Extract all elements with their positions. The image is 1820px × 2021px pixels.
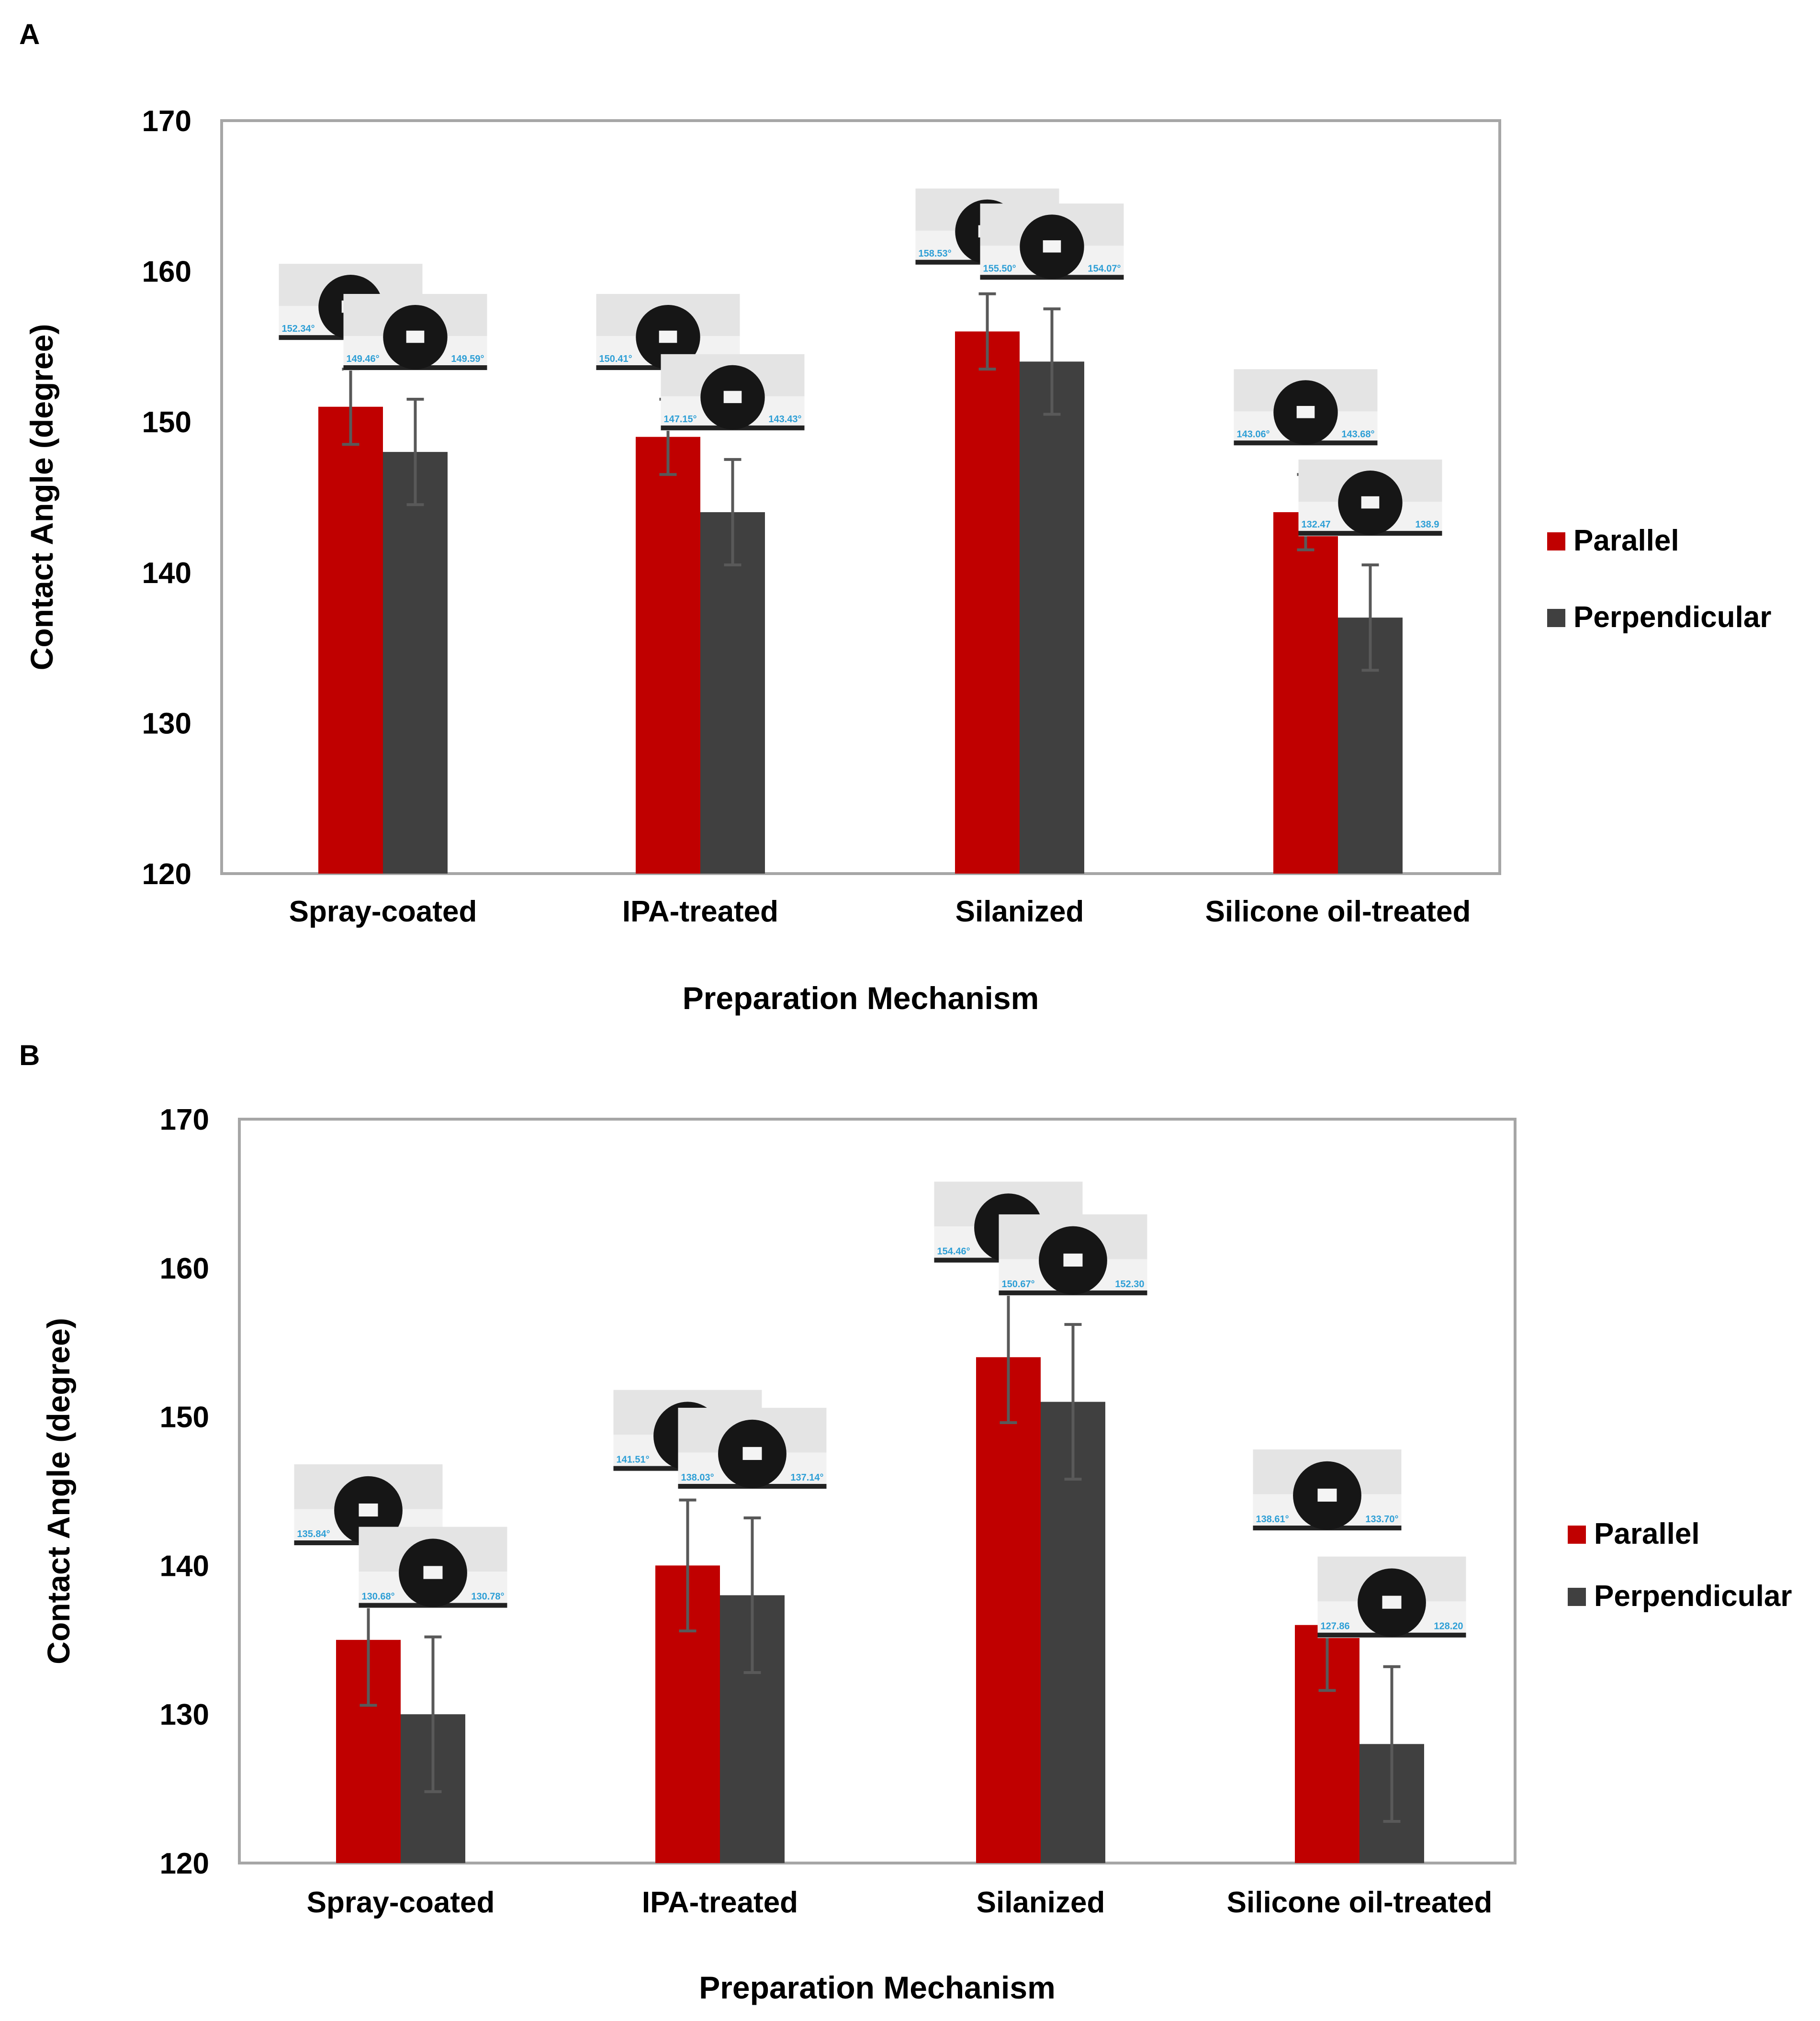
- y-tick-label: 120: [160, 1847, 209, 1880]
- droplet-left-angle: 135.84°: [297, 1529, 330, 1539]
- bar-parallel-2: [976, 1357, 1041, 1863]
- droplet-right-angle: 128.20: [1434, 1621, 1463, 1632]
- bar-perpendicular-0: [383, 452, 448, 874]
- y-tick-label: 140: [160, 1549, 209, 1583]
- droplet-image: 138.61° 133.70°: [1253, 1449, 1402, 1531]
- droplet-image: 127.86 128.20: [1317, 1556, 1466, 1638]
- droplet-left-angle: 150.41°: [599, 354, 632, 364]
- y-tick-label: 120: [142, 858, 191, 891]
- y-tick-label: 170: [142, 105, 191, 138]
- droplet-left-angle: 152.34°: [282, 324, 315, 334]
- panel-a: A 120 130 140 150 160 170 Contact Angle (degre…: [19, 18, 1771, 1016]
- droplet-highlight: [1382, 1595, 1402, 1609]
- droplet-highlight: [659, 330, 677, 343]
- droplet-left-angle: 147.15°: [664, 414, 697, 425]
- droplet-image: 130.68° 130.78°: [359, 1527, 507, 1608]
- droplet-left-angle: 149.46°: [347, 354, 380, 364]
- bar-parallel-2: [955, 331, 1020, 874]
- bar-parallel-3: [1273, 512, 1338, 874]
- bar-parallel-0: [318, 406, 383, 874]
- droplet-left-angle: 150.67°: [1002, 1279, 1035, 1290]
- y-axis-label: Contact Angle (degree): [24, 324, 59, 671]
- droplet-left-angle: 141.51°: [617, 1455, 650, 1465]
- droplet-highlight: [359, 1503, 378, 1517]
- x-tick-label: Silicone oil-treated: [1227, 1886, 1493, 1919]
- droplet-right-angle: 138.9: [1415, 519, 1439, 530]
- bar-perpendicular-1: [700, 512, 765, 874]
- x-axis-label: Preparation Mechanism: [683, 980, 1039, 1016]
- y-tick-label: 130: [160, 1698, 209, 1731]
- plot-area-border: [238, 1118, 1517, 1864]
- legend-swatch-perpendicular: [1568, 1588, 1586, 1606]
- droplet-image: 143.06° 143.68°: [1234, 369, 1378, 446]
- droplet-left-angle: 143.06°: [1237, 429, 1270, 439]
- droplet-left-angle: 138.61°: [1256, 1514, 1289, 1525]
- legend-swatch-perpendicular: [1547, 609, 1565, 627]
- x-tick-label: Spray-coated: [307, 1886, 495, 1919]
- droplet-image: 155.50° 154.07°: [980, 203, 1124, 281]
- droplet-left-angle: 130.68°: [362, 1592, 395, 1602]
- droplet-left-angle: 138.03°: [681, 1472, 714, 1483]
- droplet-right-angle: 152.30: [1115, 1279, 1144, 1290]
- y-tick-label: 150: [142, 406, 191, 439]
- droplet-left-angle: 132.47: [1302, 519, 1331, 530]
- droplet-image: 150.67° 152.30: [999, 1214, 1147, 1296]
- droplet-highlight: [406, 330, 425, 343]
- legend-label-parallel: Parallel: [1594, 1517, 1700, 1550]
- droplet-image: 132.47 138.9: [1298, 460, 1442, 537]
- droplet-image: 138.03° 137.14°: [678, 1407, 827, 1489]
- x-tick-label: IPA-treated: [622, 895, 778, 928]
- plot-area-border: [220, 119, 1501, 875]
- droplet-image: 147.15° 143.43°: [661, 354, 805, 431]
- droplet-right-angle: 149.59°: [451, 354, 484, 364]
- y-axis-label: Contact Angle (degree): [41, 1318, 76, 1664]
- y-tick-label: 170: [160, 1103, 209, 1136]
- droplet-right-angle: 133.70°: [1365, 1514, 1398, 1525]
- droplet-left-angle: 127.86: [1321, 1621, 1350, 1632]
- legend-label-perpendicular: Perpendicular: [1594, 1580, 1792, 1613]
- x-tick-label: IPA-treated: [642, 1886, 798, 1919]
- panel-b: B 120 130 140 150 160 170 Contact Angle (degre…: [19, 1039, 1792, 2005]
- x-tick-label: Silanized: [955, 895, 1084, 928]
- panel-a-label: A: [19, 18, 40, 50]
- droplet-image: 149.46° 149.59°: [343, 294, 487, 371]
- droplet-right-angle: 143.43°: [768, 414, 801, 425]
- droplet-right-angle: 130.78°: [471, 1592, 504, 1602]
- droplet-right-angle: 154.07°: [1088, 263, 1121, 274]
- x-axis-label: Preparation Mechanism: [699, 1970, 1056, 2005]
- legend-label-perpendicular: Perpendicular: [1573, 601, 1771, 634]
- droplet-left-angle: 158.53°: [919, 248, 952, 259]
- droplet-highlight: [742, 1447, 762, 1460]
- x-tick-label: Silicone oil-treated: [1205, 895, 1471, 928]
- y-tick-label: 130: [142, 707, 191, 740]
- droplet-left-angle: 154.46°: [937, 1246, 970, 1257]
- y-tick-label: 160: [142, 256, 191, 289]
- panel-b-label: B: [19, 1039, 40, 1071]
- droplet-left-angle: 155.50°: [983, 263, 1016, 274]
- droplet-highlight: [1317, 1488, 1337, 1502]
- bar-perpendicular-2: [1020, 361, 1084, 874]
- droplet-right-angle: 137.14°: [790, 1472, 823, 1483]
- bar-parallel-1: [636, 437, 700, 874]
- x-tick-label: Spray-coated: [289, 895, 477, 928]
- droplet-highlight: [1296, 406, 1315, 418]
- y-tick-label: 160: [160, 1252, 209, 1285]
- droplet-highlight: [1063, 1253, 1083, 1267]
- y-tick-label: 150: [160, 1401, 209, 1434]
- droplet-right-angle: 143.68°: [1341, 429, 1374, 439]
- droplet-highlight: [1361, 496, 1380, 509]
- legend-swatch-parallel: [1568, 1526, 1586, 1544]
- x-tick-label: Silanized: [977, 1886, 1105, 1919]
- y-tick-label: 140: [142, 557, 191, 590]
- legend-label-parallel: Parallel: [1573, 524, 1679, 557]
- droplet-highlight: [423, 1566, 443, 1579]
- legend-swatch-parallel: [1547, 532, 1565, 550]
- droplet-highlight: [723, 391, 742, 404]
- droplet-highlight: [1043, 240, 1061, 253]
